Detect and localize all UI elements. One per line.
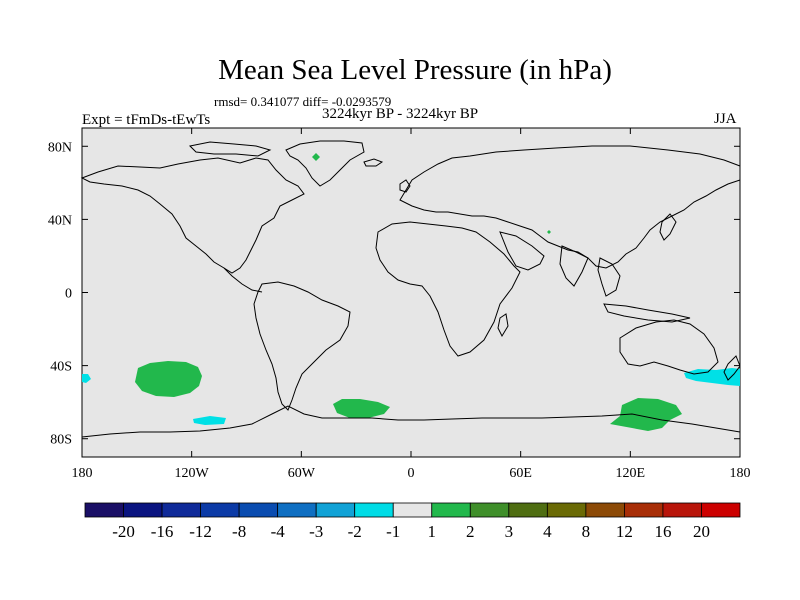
x-tick-label: 60E — [509, 466, 532, 481]
coastlines — [80, 140, 741, 438]
coastline-japan — [659, 213, 677, 241]
y-tick-label: 40N — [48, 213, 72, 228]
stats-text: rmsd= 0.341077 diff= -0.0293579 — [214, 94, 392, 109]
coastline-central-america — [223, 267, 263, 293]
colorbar-swatch — [469, 502, 510, 518]
colorbar-label: -20 — [112, 522, 135, 541]
colorbar-label: -3 — [309, 522, 323, 541]
coastline-south-america — [253, 281, 351, 411]
anomaly-arabia-positive — [547, 230, 551, 234]
colorbar-label: 4 — [543, 522, 552, 541]
colorbar-label: 1 — [428, 522, 437, 541]
anomaly-south-pacific-negative — [193, 416, 226, 425]
colorbar-swatch — [84, 502, 124, 518]
anomaly-greenland-positive — [312, 153, 320, 161]
colorbar-swatch — [585, 502, 625, 518]
colorbar-label: -16 — [151, 522, 174, 541]
coastline-indonesia — [603, 303, 691, 323]
anomaly-regions — [82, 153, 740, 431]
colorbar-label: -4 — [271, 522, 286, 541]
colorbar-swatch — [431, 502, 471, 518]
colorbar-label: 20 — [693, 522, 710, 541]
anomaly-south-pacific-positive — [135, 361, 202, 397]
coastline-iceland — [363, 158, 384, 167]
colorbar-swatch — [701, 502, 741, 518]
coastline-madagascar — [497, 313, 509, 338]
page-title: Mean Sea Level Pressure (in hPa) — [218, 54, 612, 86]
coastline-arctic-islands — [188, 141, 272, 157]
y-tick-label: 0 — [65, 287, 72, 302]
experiment-label: Expt = tFmDs-tEwTs — [82, 112, 211, 128]
coastline-eurasia — [399, 145, 741, 269]
colorbar-swatch — [546, 502, 587, 518]
colorbar-label: 3 — [505, 522, 514, 541]
period-text: 3224kyr BP - 3224kyr BP — [322, 106, 479, 122]
colorbar-label: 12 — [616, 522, 633, 541]
colorbar-swatch — [315, 502, 356, 518]
coastline-india — [559, 245, 589, 287]
coastline-new-zealand — [723, 355, 741, 381]
coastline-australia — [619, 319, 719, 375]
season-label: JJA — [714, 111, 737, 127]
colorbar-swatch — [508, 502, 548, 518]
coastline-british-isles — [399, 179, 411, 193]
y-tick-label: 80N — [48, 140, 72, 155]
colorbar-swatch — [238, 502, 279, 518]
coastline-antarctica — [81, 405, 741, 438]
colorbar-label: -1 — [386, 522, 400, 541]
colorbar-swatch — [662, 502, 702, 518]
y-tick-label: 80S — [50, 433, 72, 448]
colorbar-label: 2 — [466, 522, 475, 541]
y-axis: 80N 40N 0 40S 80S — [48, 140, 740, 448]
colorbar-label: -8 — [232, 522, 246, 541]
x-tick-label: 60W — [288, 466, 316, 481]
coastline-arabia — [499, 231, 545, 271]
anomaly-tasman-negative — [684, 368, 740, 386]
colorbar-swatch — [161, 502, 201, 518]
coastline-north-america — [80, 157, 305, 274]
coastline-southeast-asia — [597, 257, 621, 297]
x-axis: 180 120W 60W 0 60E 120E 180 — [72, 128, 751, 481]
x-tick-label: 120W — [175, 466, 210, 481]
anomaly-southern-ocean-positive — [610, 398, 682, 431]
colorbar-label: 8 — [582, 522, 591, 541]
colorbar-label: -2 — [348, 522, 362, 541]
coastline-africa — [375, 221, 521, 357]
colorbar-swatch — [392, 502, 433, 518]
colorbar-swatch — [624, 502, 664, 518]
colorbar-swatch — [200, 502, 240, 518]
x-tick-label: 120E — [616, 466, 646, 481]
colorbar-swatch — [354, 502, 394, 518]
colorbar-swatch — [123, 502, 163, 518]
anomaly-south-atlantic-positive — [333, 399, 390, 418]
colorbar-swatch — [277, 502, 317, 518]
colorbar-label: -12 — [189, 522, 212, 541]
colorbar-label: 16 — [654, 522, 671, 541]
coastline-greenland — [285, 140, 365, 187]
x-tick-label: 180 — [72, 466, 93, 481]
y-tick-label: 40S — [50, 360, 72, 375]
x-tick-label: 180 — [730, 466, 751, 481]
x-tick-label: 0 — [408, 466, 415, 481]
anomaly-dateline-negative — [82, 374, 91, 383]
